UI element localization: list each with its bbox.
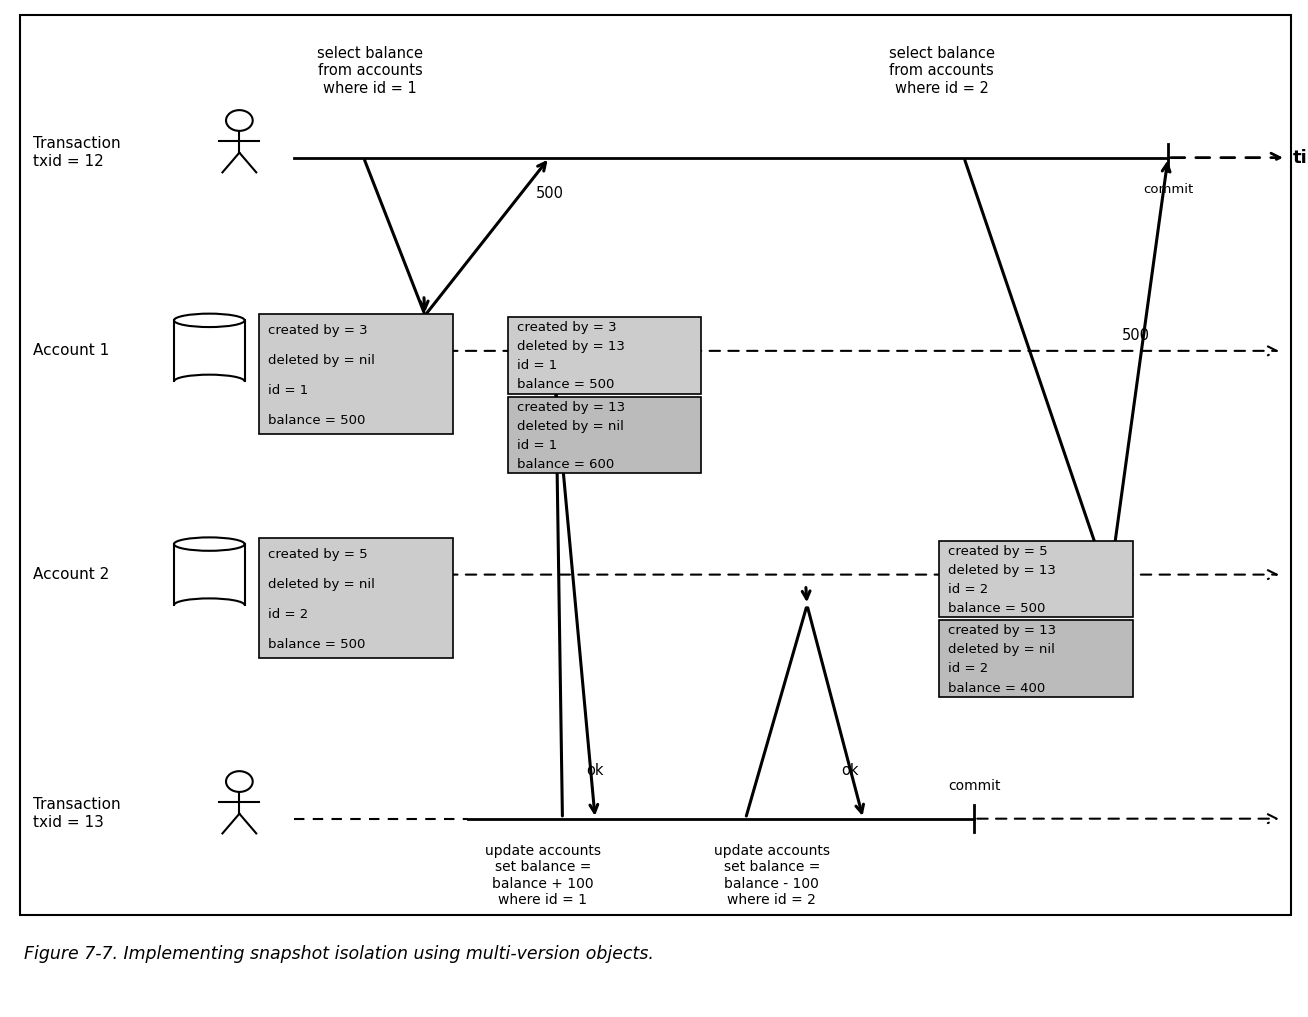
Text: update accounts
set balance =
balance + 100
where id = 1: update accounts set balance = balance + …: [485, 844, 600, 907]
Text: deleted by = nil: deleted by = nil: [268, 578, 375, 591]
Bar: [508, 317, 701, 394]
Ellipse shape: [174, 313, 245, 327]
Bar: [939, 541, 1133, 617]
Text: deleted by = nil: deleted by = nil: [517, 420, 624, 432]
Text: deleted by = nil: deleted by = nil: [268, 354, 375, 367]
Text: created by = 3: created by = 3: [268, 324, 368, 338]
Text: created by = 13: created by = 13: [517, 401, 625, 414]
Text: id = 2: id = 2: [948, 583, 989, 596]
Text: select balance
from accounts
where id = 2: select balance from accounts where id = …: [888, 46, 995, 96]
Bar: [939, 620, 1133, 697]
Text: commit: commit: [1143, 183, 1193, 196]
Text: ok: ok: [841, 763, 859, 778]
Text: created by = 5: created by = 5: [948, 545, 1048, 558]
Text: Transaction
txid = 12: Transaction txid = 12: [33, 136, 120, 169]
Text: ok: ok: [586, 763, 604, 778]
Text: deleted by = 13: deleted by = 13: [517, 341, 624, 353]
Text: created by = 3: created by = 3: [517, 321, 616, 335]
Text: id = 2: id = 2: [948, 662, 989, 675]
Bar: [508, 397, 701, 473]
Text: balance = 500: balance = 500: [268, 638, 365, 651]
Text: Account 2: Account 2: [33, 567, 109, 582]
Text: id = 1: id = 1: [517, 438, 557, 452]
Bar: [259, 538, 453, 658]
Text: Account 1: Account 1: [33, 344, 109, 358]
Text: created by = 5: created by = 5: [268, 548, 368, 561]
Text: balance = 600: balance = 600: [517, 458, 613, 471]
Text: 500: 500: [1122, 328, 1150, 343]
Bar: [259, 314, 453, 434]
Text: balance = 500: balance = 500: [268, 414, 365, 427]
Text: id = 2: id = 2: [268, 608, 309, 621]
Ellipse shape: [174, 537, 245, 551]
Text: balance = 400: balance = 400: [948, 681, 1045, 695]
Text: update accounts
set balance =
balance - 100
where id = 2: update accounts set balance = balance - …: [714, 844, 829, 907]
Text: balance = 500: balance = 500: [517, 378, 613, 392]
Text: time: time: [1292, 148, 1308, 167]
Text: select balance
from accounts
where id = 1: select balance from accounts where id = …: [317, 46, 424, 96]
Text: commit: commit: [948, 779, 1001, 793]
Text: id = 1: id = 1: [517, 359, 557, 372]
Text: id = 1: id = 1: [268, 384, 309, 398]
Text: created by = 13: created by = 13: [948, 624, 1057, 638]
Text: deleted by = 13: deleted by = 13: [948, 564, 1056, 577]
Text: Figure 7-7. Implementing snapshot isolation using multi-version objects.: Figure 7-7. Implementing snapshot isolat…: [24, 945, 654, 963]
Text: deleted by = nil: deleted by = nil: [948, 644, 1056, 656]
Text: balance = 500: balance = 500: [948, 602, 1045, 615]
Text: 500: 500: [536, 186, 564, 200]
Text: Transaction
txid = 13: Transaction txid = 13: [33, 797, 120, 830]
Bar: [20, 15, 1291, 915]
